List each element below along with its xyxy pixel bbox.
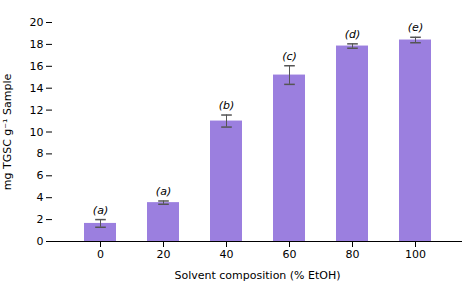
svg-text:mg TGSC g⁻¹ Sample: mg TGSC g⁻¹ Sample: [1, 74, 14, 191]
svg-text:14: 14: [30, 82, 44, 95]
svg-text:18: 18: [30, 38, 44, 51]
svg-text:20: 20: [30, 16, 44, 29]
svg-text:0: 0: [97, 248, 104, 261]
svg-text:(a): (a): [93, 204, 108, 217]
svg-text:(c): (c): [282, 50, 297, 63]
svg-text:20: 20: [157, 248, 171, 261]
svg-text:4: 4: [37, 191, 44, 204]
svg-text:10: 10: [30, 126, 44, 139]
svg-text:(b): (b): [219, 99, 235, 112]
svg-text:100: 100: [405, 248, 426, 261]
svg-text:0: 0: [37, 235, 44, 248]
svg-text:80: 80: [346, 248, 360, 261]
svg-text:16: 16: [30, 60, 44, 73]
svg-text:(a): (a): [156, 185, 171, 198]
svg-text:8: 8: [37, 147, 44, 160]
svg-text:60: 60: [283, 248, 297, 261]
svg-text:(e): (e): [408, 21, 423, 34]
svg-text:Solvent composition (% EtOH): Solvent composition (% EtOH): [174, 269, 340, 281]
svg-text:6: 6: [37, 169, 44, 182]
svg-text:(d): (d): [345, 28, 361, 41]
svg-text:2: 2: [37, 213, 44, 226]
svg-text:12: 12: [30, 104, 44, 117]
svg-text:40: 40: [220, 248, 234, 261]
